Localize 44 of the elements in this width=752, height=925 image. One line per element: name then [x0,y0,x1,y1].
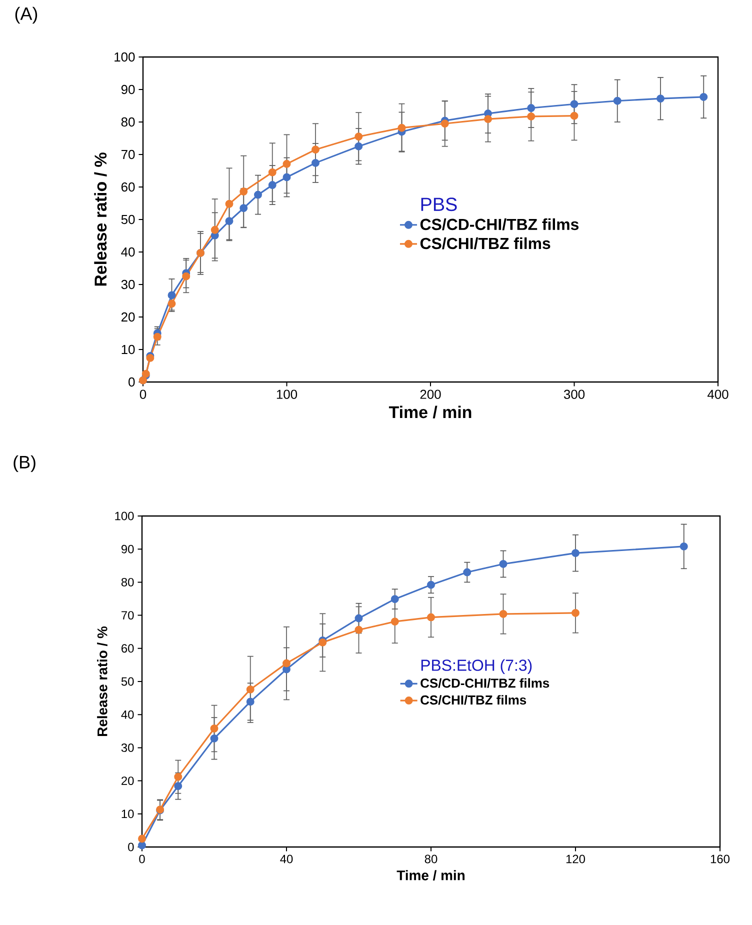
y-tick-label: 90 [121,84,135,94]
y-tick-label: 100 [114,52,135,62]
x-tick-label: 0 [139,854,145,864]
y-tick-label: 50 [121,677,134,686]
x-tick-label: 160 [710,854,730,864]
chart-title: (B) [14,455,36,472]
x-tick-label: 40 [280,854,293,864]
y-axis-title: Release ratio / % [97,626,108,736]
y-tick-label: 100 [115,512,134,520]
x-tick-label: 0 [140,390,146,399]
y-tick-label: 40 [121,247,135,257]
y-tick-label: 40 [121,710,134,719]
y-tick-label: 10 [122,810,134,818]
legend-title: PBS [421,198,457,212]
x-tick-label: 80 [424,854,438,864]
x-tick-label: 300 [564,390,585,399]
y-axis-title: Release ratio / % [94,152,107,286]
y-tick-label: 50 [121,214,135,224]
y-tick-label: 70 [122,611,134,620]
y-tick-label: 20 [122,776,134,786]
x-tick-label: 120 [566,854,586,864]
y-tick-label: 30 [121,743,134,752]
y-tick-label: 80 [121,578,134,586]
y-tick-label: 70 [121,150,135,160]
y-tick-label: 60 [121,182,135,192]
legend-label: CS/CHI/TBZ films [420,237,550,250]
legend-label: CS/CD-CHI/TBZ films [420,678,550,688]
y-tick-label: 60 [122,644,134,653]
x-axis-title: Time / min [388,406,472,418]
legend-title: PBS:EtOH (7:3) [421,659,532,674]
x-axis-title: Time / min [396,870,464,880]
y-tick-label: 0 [128,842,134,852]
y-tick-label: 30 [121,280,135,290]
chart-title: (A) [15,6,38,24]
x-tick-label: 400 [708,390,728,399]
legend-label: CS/CHI/TBZ films [420,695,526,705]
x-tick-label: 200 [420,390,441,399]
y-tick-label: 20 [121,312,135,322]
y-tick-label: 80 [121,117,135,127]
y-tick-label: 0 [128,377,135,387]
legend-label: CS/CD-CHI/TBZ films [420,218,579,230]
x-tick-label: 100 [276,390,298,399]
y-tick-label: 90 [121,544,134,554]
y-tick-label: 10 [122,344,135,354]
